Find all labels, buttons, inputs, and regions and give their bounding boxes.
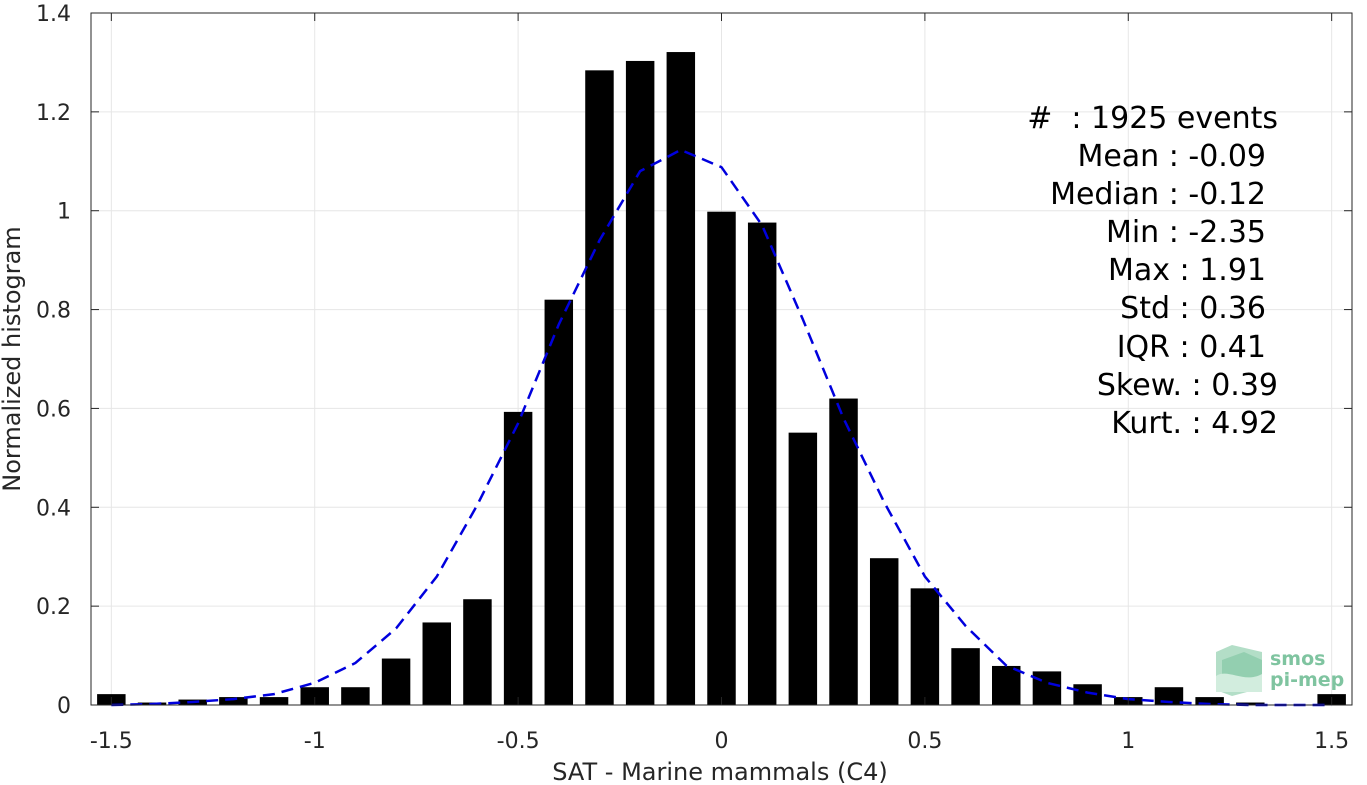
histogram-bar (910, 588, 940, 705)
y-tick-label: 0.2 (36, 595, 71, 620)
stat-std: Std : 0.36 (1120, 291, 1266, 326)
histogram-bar (1195, 697, 1224, 705)
histogram-bar (666, 52, 696, 705)
x-axis-label: SAT - Marine mammals (C4) (552, 758, 887, 785)
x-tick-label: 1.5 (1314, 729, 1349, 754)
grid-lines (91, 12, 1352, 706)
histogram-bar (1073, 684, 1102, 705)
histogram-bar (951, 648, 980, 705)
y-axis-label: Normalized histogram (0, 226, 26, 491)
stat-min: Min : -2.35 (1106, 215, 1266, 250)
y-tick-label: 1.4 (36, 2, 71, 27)
statistics-box: # : 1925 events Mean : -0.09 Median : -0… (1027, 101, 1278, 441)
histogram-bar (585, 70, 614, 705)
x-tick-label: 1 (1121, 729, 1135, 754)
histogram-bar (747, 222, 777, 705)
stat-max: Max : 1.91 (1108, 253, 1266, 288)
x-tick-label: -0.5 (497, 729, 540, 754)
x-axis-ticks: -1.5 -1 -0.5 0 0.5 1 1.5 (90, 13, 1349, 754)
histogram-bar (422, 622, 451, 705)
y-axis-ticks: 0 0.2 0.4 0.6 0.8 1 1.2 1.4 (36, 2, 1352, 719)
logo-text-pimep: pi-mep (1270, 669, 1344, 691)
histogram-bar (503, 411, 533, 705)
x-tick-label: -1.5 (90, 729, 133, 754)
logo-mark-icon (1216, 645, 1262, 696)
histogram-bars (97, 52, 1346, 705)
histogram-bar (341, 687, 370, 705)
y-tick-label: 1.2 (36, 101, 71, 126)
histogram-bar (1032, 671, 1062, 705)
x-tick-label: 0 (715, 729, 729, 754)
smos-pimep-logo: smos pi-mep (1216, 645, 1344, 696)
stat-iqr: IQR : 0.41 (1117, 330, 1266, 365)
histogram-bar (992, 665, 1021, 705)
histogram-bar (869, 558, 899, 705)
x-tick-label: -1 (304, 729, 326, 754)
y-tick-label: 0.8 (36, 299, 71, 324)
logo-text-smos: smos (1270, 648, 1325, 670)
stat-events: # : 1925 events (1027, 101, 1278, 136)
histogram-bar (544, 299, 574, 705)
histogram-bar (300, 687, 329, 705)
y-tick-label: 0.6 (36, 397, 71, 422)
y-tick-label: 0 (57, 694, 71, 719)
x-tick-label: 0.5 (907, 729, 942, 754)
histogram-bar (1236, 702, 1265, 705)
stat-median: Median : -0.12 (1050, 177, 1266, 212)
y-tick-label: 1 (57, 200, 71, 225)
stat-kurt: Kurt. : 4.92 (1111, 406, 1278, 441)
histogram-bar (463, 599, 492, 705)
histogram-bar (381, 658, 411, 705)
stat-mean: Mean : -0.09 (1077, 139, 1266, 174)
histogram-bar (625, 60, 655, 705)
histogram-bar (259, 697, 289, 705)
y-tick-label: 0.4 (36, 496, 71, 521)
histogram-bar (829, 398, 858, 705)
histogram-bar (788, 432, 818, 705)
histogram-bar (707, 211, 736, 705)
stat-skew: Skew. : 0.39 (1097, 368, 1278, 403)
histogram-bar (219, 697, 248, 705)
